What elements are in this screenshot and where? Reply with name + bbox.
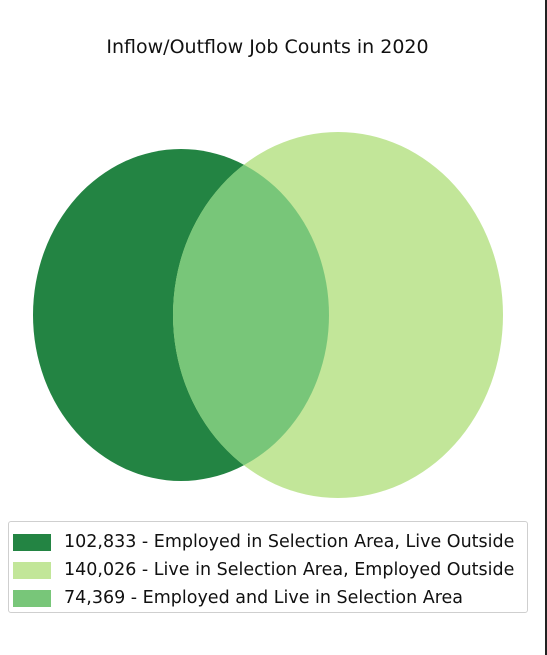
legend-swatch: [13, 533, 51, 551]
legend-item: 102,833 - Employed in Selection Area, Li…: [13, 528, 527, 556]
legend: 102,833 - Employed in Selection Area, Li…: [8, 521, 528, 613]
chart-title: Inflow/Outflow Job Counts in 2020: [106, 36, 429, 58]
overlap-employed-and-live: [173, 149, 329, 481]
venn-diagram: [33, 132, 503, 498]
legend-label: 74,369 - Employed and Live in Selection …: [64, 588, 464, 608]
legend-label: 140,026 - Live in Selection Area, Employ…: [64, 560, 515, 580]
legend-swatch: [13, 589, 51, 607]
legend-item: 140,026 - Live in Selection Area, Employ…: [13, 556, 527, 584]
legend-swatch: [13, 561, 51, 579]
legend-label: 102,833 - Employed in Selection Area, Li…: [64, 532, 515, 552]
figure-right-border: [545, 0, 547, 655]
legend-item: 74,369 - Employed and Live in Selection …: [13, 584, 527, 612]
